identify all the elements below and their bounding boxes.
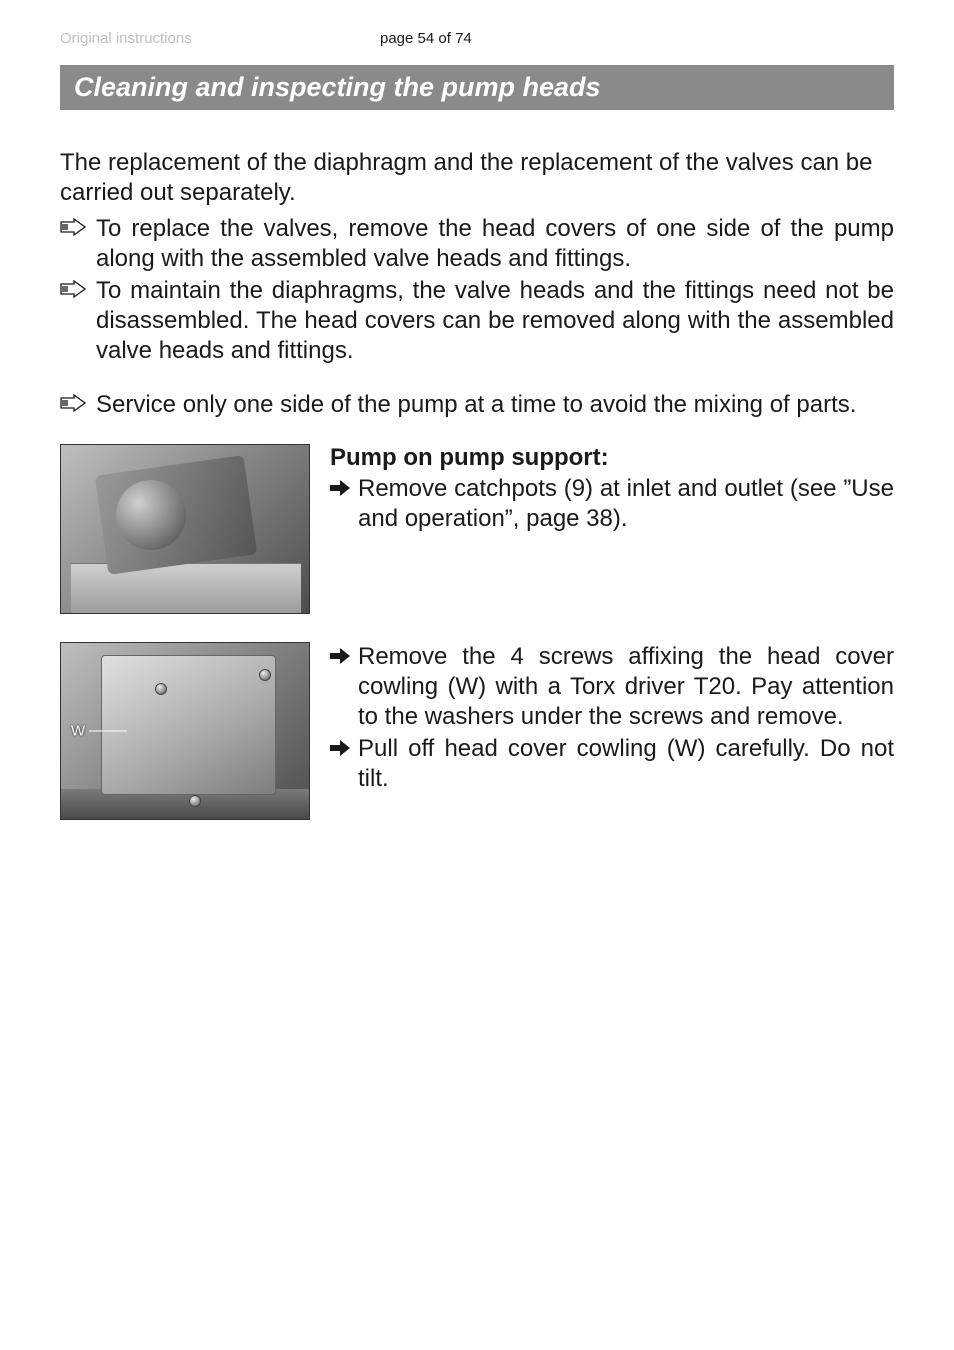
section-title: Cleaning and inspecting the pump heads [60, 65, 894, 110]
list-item: Remove the 4 screws affixing the head co… [330, 642, 894, 732]
list-item-text: Remove catchpots (9) at inlet and outlet… [358, 475, 894, 532]
step-instructions: Remove the 4 screws affixing the head co… [330, 642, 894, 794]
step-block-1: Pump on pump support: Remove catchpots (… [60, 444, 894, 614]
standalone-note: Service only one side of the pump at a t… [60, 390, 894, 420]
list-item-text: To replace the valves, remove the head c… [96, 215, 894, 272]
list-item: Pull off head cover cowling (W) carefull… [330, 734, 894, 794]
callout-label: W [71, 723, 85, 740]
figure-pump-on-support [60, 444, 310, 614]
figure-head-cover-cowling: W [60, 642, 310, 820]
arrow-icon [330, 740, 350, 756]
pointer-icon [60, 280, 86, 300]
figure-callout-w: W [71, 723, 127, 740]
list-item: To maintain the diaphragms, the valve he… [60, 276, 894, 366]
notes-list: To replace the valves, remove the head c… [60, 214, 894, 366]
list-item-text: Service only one side of the pump at a t… [96, 391, 856, 418]
pointer-icon [60, 394, 86, 414]
page-header: Original instructions page 54 of 74 [60, 30, 894, 47]
list-item: To replace the valves, remove the head c… [60, 214, 894, 274]
doc-type-label: Original instructions [60, 30, 380, 47]
arrow-icon [330, 480, 350, 496]
step-instructions: Remove catchpots (9) at inlet and outlet… [330, 474, 894, 534]
step-text: Pump on pump support: Remove catchpots (… [330, 444, 894, 614]
step-title: Pump on pump support: [330, 444, 894, 472]
list-item-text: Pull off head cover cowling (W) carefull… [358, 735, 894, 792]
intro-paragraph: The replacement of the diaphragm and the… [60, 148, 894, 208]
list-item: Remove catchpots (9) at inlet and outlet… [330, 474, 894, 534]
page-number-label: page 54 of 74 [380, 30, 472, 47]
arrow-icon [330, 648, 350, 664]
list-item: Service only one side of the pump at a t… [60, 390, 894, 420]
step-text: Remove the 4 screws affixing the head co… [330, 642, 894, 820]
pointer-icon [60, 218, 86, 238]
list-item-text: To maintain the diaphragms, the valve he… [96, 277, 894, 364]
list-item-text: Remove the 4 screws affixing the head co… [358, 643, 894, 730]
step-block-2: W Remove the 4 screws affixing the head … [60, 642, 894, 820]
